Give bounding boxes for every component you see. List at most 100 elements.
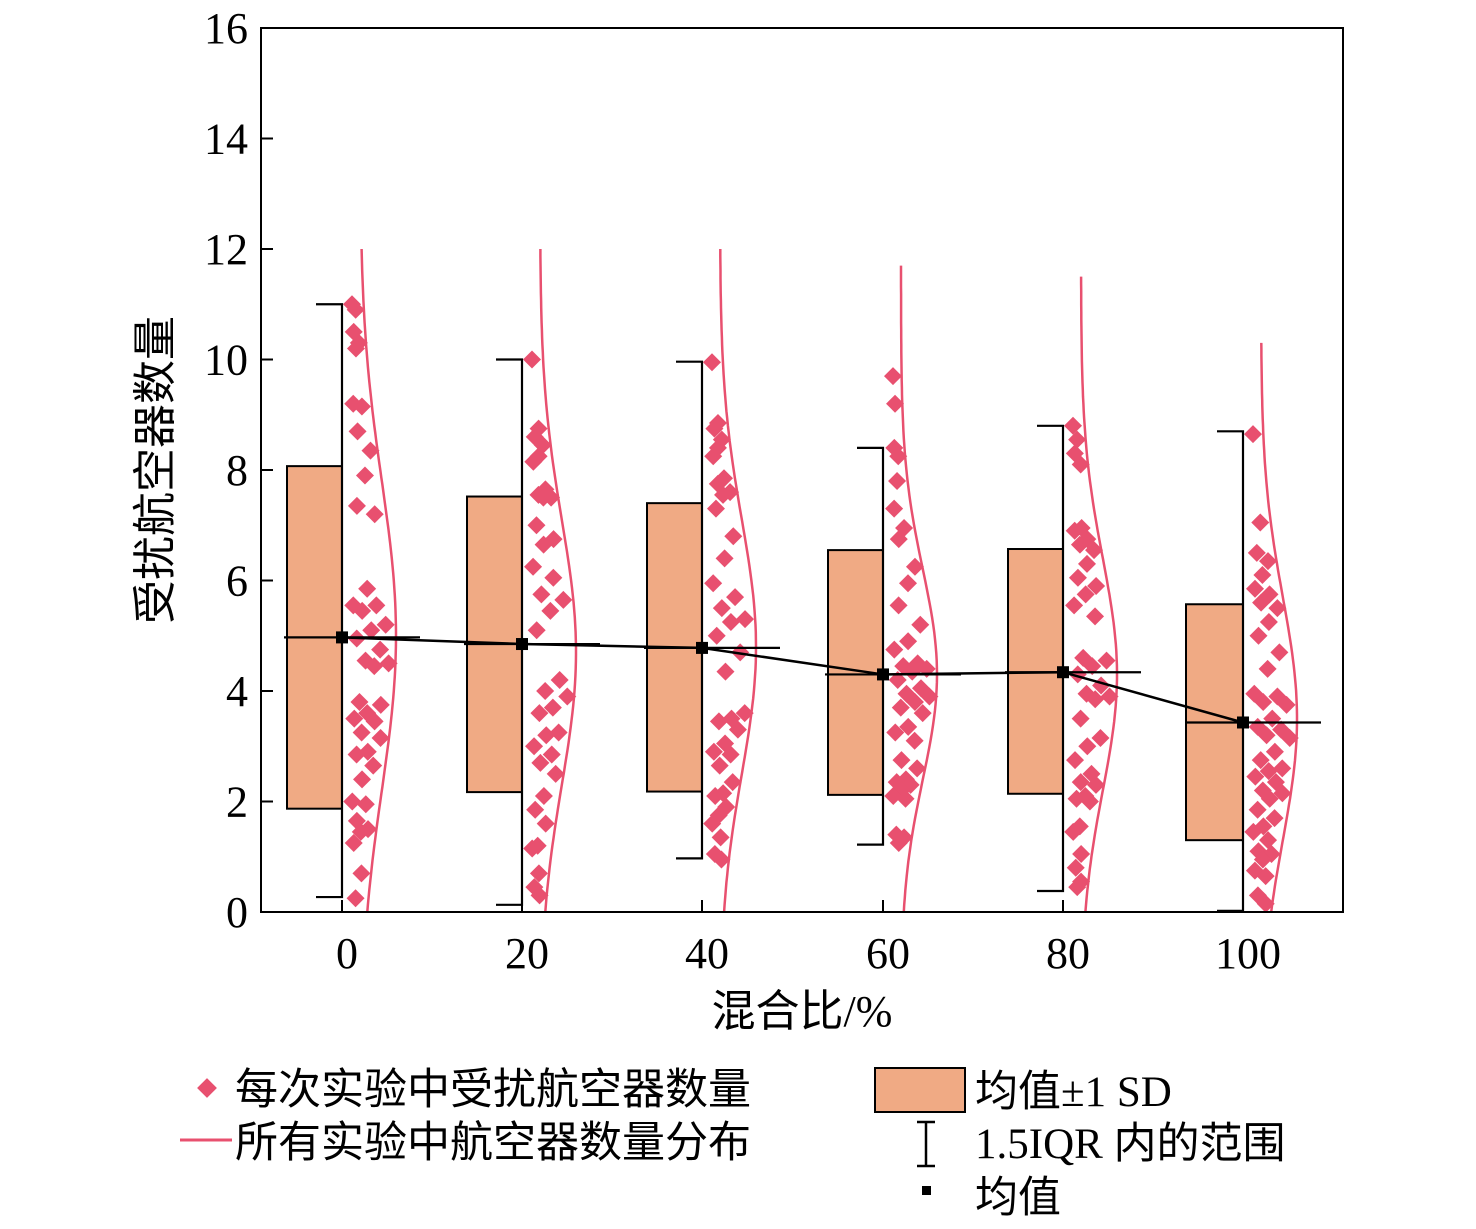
data-point bbox=[710, 756, 729, 775]
data-point bbox=[886, 723, 905, 742]
data-point bbox=[1246, 767, 1265, 786]
data-point bbox=[523, 350, 541, 369]
data-point bbox=[365, 505, 384, 524]
data-point bbox=[529, 864, 548, 883]
data-point bbox=[1065, 596, 1084, 615]
data-point bbox=[885, 499, 904, 518]
legend-mean-label: 均值 bbox=[975, 1175, 1061, 1222]
data-point bbox=[1064, 822, 1083, 841]
data-point bbox=[1247, 543, 1266, 562]
data-point bbox=[525, 737, 544, 756]
data-point bbox=[703, 814, 722, 833]
data-point bbox=[554, 590, 573, 609]
data-point bbox=[892, 751, 911, 770]
data-point bbox=[1251, 513, 1270, 532]
data-point bbox=[899, 574, 918, 593]
y-axis-ticks: 0 2 4 6 8 10 12 14 16 bbox=[204, 4, 273, 937]
data-point bbox=[715, 549, 734, 568]
data-point bbox=[353, 601, 372, 620]
data-point bbox=[911, 615, 930, 634]
data-point bbox=[1068, 665, 1087, 684]
data-point bbox=[1273, 784, 1292, 803]
data-point bbox=[343, 792, 362, 811]
data-point bbox=[712, 850, 731, 869]
data-point bbox=[352, 397, 371, 416]
data-point bbox=[712, 599, 731, 618]
y-tick-label: 14 bbox=[204, 115, 248, 164]
data-point bbox=[371, 695, 390, 714]
data-point bbox=[723, 773, 742, 792]
distribution-curve bbox=[899, 265, 939, 913]
data-point bbox=[908, 759, 927, 778]
mean-line bbox=[341, 636, 1244, 724]
data-point bbox=[346, 339, 365, 358]
data-point bbox=[726, 588, 745, 607]
data-point bbox=[534, 786, 553, 805]
data-point bbox=[704, 574, 723, 593]
data-point bbox=[1258, 552, 1277, 571]
x-axis-ticks: 0 20 40 60 80 100 bbox=[336, 900, 1281, 978]
y-tick-label: 0 bbox=[226, 888, 248, 937]
data-point bbox=[703, 353, 721, 372]
legend-curve-label: 所有实验中航空器数量分布 bbox=[235, 1119, 751, 1167]
data-point bbox=[716, 662, 735, 681]
data-point bbox=[352, 864, 371, 883]
y-tick-label: 6 bbox=[226, 557, 248, 606]
x-tick-label: 100 bbox=[1215, 929, 1281, 978]
data-point bbox=[1265, 742, 1284, 761]
whisker bbox=[496, 358, 524, 906]
data-point bbox=[1071, 455, 1090, 474]
legend-whisker-label: 1.5IQR 内的范围 bbox=[975, 1121, 1286, 1168]
data-point bbox=[546, 764, 565, 783]
data-point bbox=[526, 800, 545, 819]
data-point bbox=[706, 499, 725, 518]
data-point bbox=[530, 704, 549, 723]
whisker bbox=[1037, 424, 1065, 893]
whiskers bbox=[316, 303, 1245, 912]
mean-layer bbox=[284, 631, 1321, 729]
data-point bbox=[1071, 709, 1090, 728]
data-point bbox=[1259, 831, 1278, 850]
data-point bbox=[709, 712, 728, 731]
data-point bbox=[1068, 568, 1087, 587]
data-point bbox=[1259, 612, 1278, 631]
data-point bbox=[896, 789, 915, 808]
data-points bbox=[343, 295, 1299, 913]
data-point bbox=[1252, 593, 1271, 612]
data-point bbox=[1251, 751, 1270, 770]
data-point bbox=[886, 394, 905, 413]
legend-box-label: 均值±1 SD bbox=[975, 1069, 1172, 1116]
mean-marker bbox=[1237, 716, 1249, 729]
data-point bbox=[885, 640, 904, 659]
data-point bbox=[353, 770, 372, 789]
data-point bbox=[358, 579, 377, 598]
y-tick-label: 10 bbox=[204, 336, 248, 385]
data-point bbox=[1070, 535, 1089, 554]
legend-points-label: 每次实验中受扰航空器数量 bbox=[235, 1066, 751, 1114]
data-point bbox=[524, 452, 543, 471]
distribution-curves bbox=[360, 248, 1299, 913]
data-point bbox=[527, 516, 546, 535]
data-point bbox=[347, 745, 366, 764]
data-point bbox=[905, 731, 924, 750]
data-point bbox=[536, 682, 555, 700]
data-point bbox=[1086, 607, 1105, 626]
data-point bbox=[356, 795, 375, 814]
data-point bbox=[352, 723, 371, 742]
data-point bbox=[920, 687, 939, 706]
mean-marker bbox=[1057, 666, 1069, 679]
legend-whisker-marker bbox=[917, 1120, 935, 1168]
x-tick-label: 80 bbox=[1046, 929, 1090, 978]
data-point bbox=[707, 626, 726, 645]
data-point bbox=[1280, 728, 1299, 747]
data-point bbox=[1072, 844, 1091, 863]
data-point bbox=[544, 568, 563, 587]
distribution-curve bbox=[1079, 276, 1119, 913]
data-point bbox=[1080, 792, 1099, 811]
data-point bbox=[913, 704, 932, 723]
data-point bbox=[347, 496, 366, 515]
data-point bbox=[889, 530, 908, 549]
mean-marker bbox=[336, 631, 348, 644]
data-point bbox=[1265, 809, 1284, 828]
data-point bbox=[371, 728, 390, 747]
